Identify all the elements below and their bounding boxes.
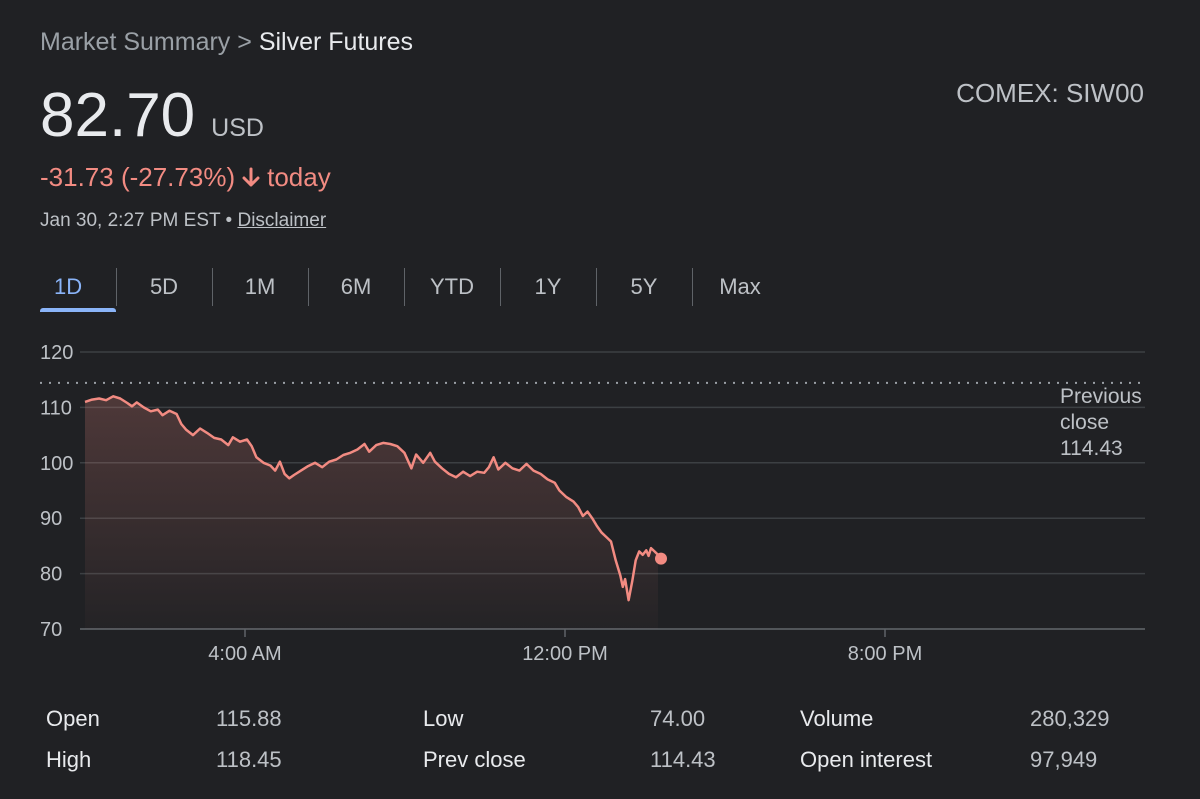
breadcrumb-separator: > <box>237 28 252 56</box>
stat-label: Open <box>46 706 100 731</box>
price-block: 82.70 USD <box>40 80 264 151</box>
y-tick-label: 80 <box>40 564 62 586</box>
x-tick-label: 4:00 AM <box>208 643 281 665</box>
y-tick-label: 110 <box>40 397 72 419</box>
tab-label: YTD <box>430 274 474 299</box>
price-currency: USD <box>211 114 264 142</box>
timestamp-separator: • <box>225 210 233 231</box>
previous-close-label-line2: close <box>1060 411 1109 434</box>
stat-label: Volume <box>800 706 874 731</box>
tab-max[interactable]: Max <box>692 268 788 312</box>
stat-label: Prev close <box>423 747 526 772</box>
stat-value: 115.88 <box>216 706 282 731</box>
tab-1d[interactable]: 1D <box>40 268 116 312</box>
timestamp: Jan 30, 2:27 PM EST • Disclaimer <box>40 210 326 232</box>
price-line <box>84 395 659 602</box>
range-tabs: 1D 5D 1M 6M YTD 1Y 5Y Max <box>40 268 788 312</box>
tab-label: Max <box>719 274 761 299</box>
tab-1m[interactable]: 1M <box>212 268 308 312</box>
tab-label: 5Y <box>630 274 658 299</box>
tab-ytd[interactable]: YTD <box>404 268 500 312</box>
stat-label: High <box>46 747 92 772</box>
tab-6m[interactable]: 6M <box>308 268 404 312</box>
previous-close-label: Previous <box>1060 385 1142 408</box>
tab-5d[interactable]: 5D <box>116 268 212 312</box>
x-tick-label: 8:00 PM <box>848 643 922 665</box>
change-text: -31.73 (-27.73%) <box>40 162 236 192</box>
tab-label: 1D <box>54 274 83 299</box>
breadcrumb-parent[interactable]: Market Summary <box>40 28 231 56</box>
stat-label: Open interest <box>800 747 933 772</box>
exchange-ticker: COMEX: SIW00 <box>956 78 1144 108</box>
stat-value: 118.45 <box>216 747 282 772</box>
stat-label: Low <box>423 706 464 731</box>
stat-value: 97,949 <box>1030 747 1098 772</box>
arrow-down-icon <box>242 167 260 186</box>
previous-close-value: 114.43 <box>1060 437 1123 460</box>
price-value: 82.70 <box>40 81 196 150</box>
price-change: -31.73 (-27.73%) today <box>40 162 331 193</box>
y-tick-label: 90 <box>40 508 62 530</box>
stat-value: 74.00 <box>650 706 706 731</box>
tab-5y[interactable]: 5Y <box>596 268 692 312</box>
tab-label: 1Y <box>534 274 562 299</box>
stat-value: 114.43 <box>650 747 716 772</box>
y-tick-label: 100 <box>40 453 73 475</box>
change-period: today <box>267 162 331 192</box>
x-tick-label: 12:00 PM <box>522 643 608 665</box>
stat-value: 280,329 <box>1030 706 1110 731</box>
timestamp-text: Jan 30, 2:27 PM EST <box>40 210 221 231</box>
tab-label: 5D <box>149 274 179 299</box>
y-tick-label: 120 <box>40 342 73 364</box>
breadcrumb-current: Silver Futures <box>258 28 414 56</box>
y-tick-label: 70 <box>40 619 62 641</box>
tab-1y[interactable]: 1Y <box>500 268 596 312</box>
price-area <box>85 396 658 629</box>
tab-label: 1M <box>244 274 276 299</box>
current-price-dot[interactable] <box>655 552 667 565</box>
breadcrumb: Market Summary > Silver Futures <box>40 28 413 57</box>
price-chart: 120 110 100 90 80 70 4:00 AM 12:00 PM 8:00 PM P… <box>40 342 1145 665</box>
disclaimer-link[interactable]: Disclaimer <box>237 210 327 231</box>
tab-label: 6M <box>340 274 372 299</box>
